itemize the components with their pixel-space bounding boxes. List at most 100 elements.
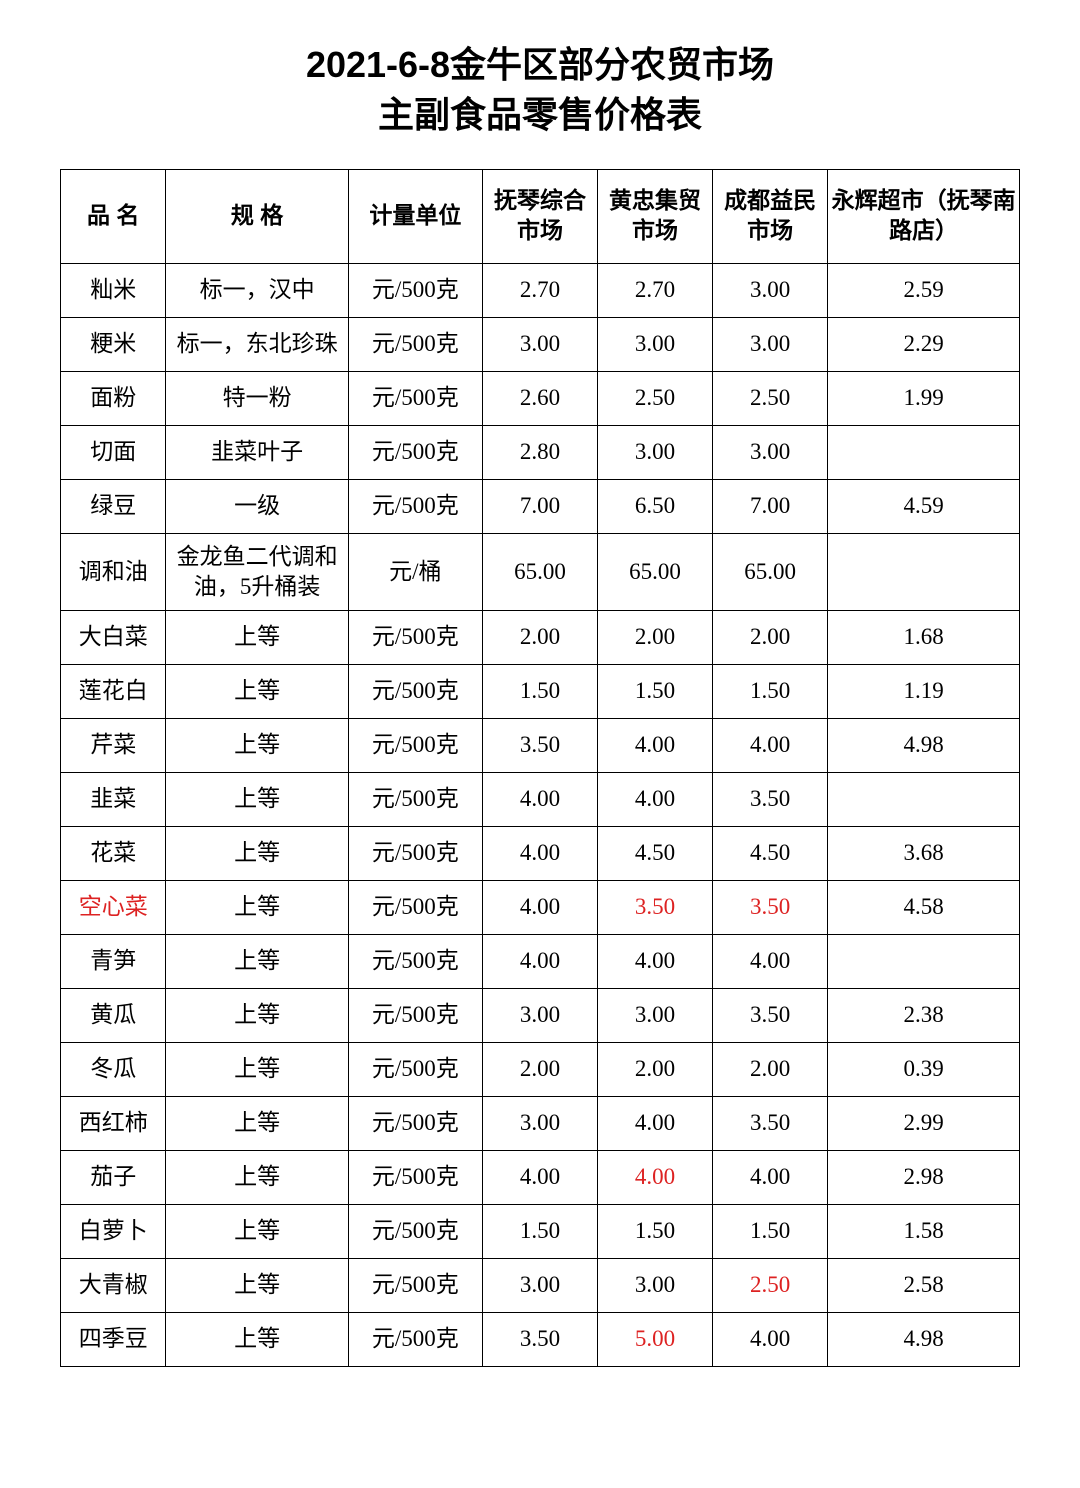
price-table: 品 名 规 格 计量单位 抚琴综合市场 黄忠集贸市场 成都益民市场 永辉超市（抚… [60,169,1020,1367]
cell-m4: 2.29 [828,317,1020,371]
table-row: 大青椒上等元/500克3.003.002.502.58 [61,1258,1020,1312]
cell-m1: 2.80 [482,425,597,479]
cell-m1: 3.00 [482,1096,597,1150]
cell-m3: 4.00 [713,934,828,988]
cell-m1: 65.00 [482,533,597,610]
table-row: 调和油金龙鱼二代调和油，5升桶装元/桶65.0065.0065.00 [61,533,1020,610]
cell-m2: 3.50 [598,880,713,934]
table-row: 冬瓜上等元/500克2.002.002.000.39 [61,1042,1020,1096]
cell-name: 面粉 [61,371,166,425]
cell-spec: 上等 [166,988,348,1042]
table-row: 莲花白上等元/500克1.501.501.501.19 [61,664,1020,718]
cell-unit: 元/桶 [348,533,482,610]
cell-spec: 上等 [166,1150,348,1204]
cell-unit: 元/500克 [348,1042,482,1096]
cell-spec: 上等 [166,934,348,988]
cell-m3: 3.50 [713,772,828,826]
cell-m4: 1.19 [828,664,1020,718]
table-row: 切面韭菜叶子元/500克2.803.003.00 [61,425,1020,479]
cell-m3: 1.50 [713,1204,828,1258]
table-row: 空心菜上等元/500克4.003.503.504.58 [61,880,1020,934]
cell-spec: 上等 [166,664,348,718]
cell-m1: 2.00 [482,1042,597,1096]
cell-m3: 1.50 [713,664,828,718]
col-spec: 规 格 [166,169,348,263]
cell-name: 籼米 [61,263,166,317]
cell-m4: 4.98 [828,1312,1020,1366]
cell-name: 调和油 [61,533,166,610]
table-row: 韭菜上等元/500克4.004.003.50 [61,772,1020,826]
table-row: 黄瓜上等元/500克3.003.003.502.38 [61,988,1020,1042]
cell-m3: 3.00 [713,425,828,479]
cell-m1: 2.60 [482,371,597,425]
cell-m3: 7.00 [713,479,828,533]
cell-unit: 元/500克 [348,371,482,425]
cell-m1: 4.00 [482,880,597,934]
cell-m1: 1.50 [482,1204,597,1258]
table-row: 青笋上等元/500克4.004.004.00 [61,934,1020,988]
cell-m4: 1.68 [828,610,1020,664]
cell-spec: 上等 [166,1204,348,1258]
cell-m1: 4.00 [482,772,597,826]
cell-m4: 4.59 [828,479,1020,533]
cell-m1: 7.00 [482,479,597,533]
cell-m2: 4.00 [598,1096,713,1150]
cell-spec: 金龙鱼二代调和油，5升桶装 [166,533,348,610]
cell-m1: 3.00 [482,1258,597,1312]
cell-m3: 2.00 [713,610,828,664]
cell-m3: 4.00 [713,718,828,772]
table-row: 花菜上等元/500克4.004.504.503.68 [61,826,1020,880]
cell-name: 芹菜 [61,718,166,772]
cell-unit: 元/500克 [348,317,482,371]
col-unit: 计量单位 [348,169,482,263]
cell-m1: 2.00 [482,610,597,664]
cell-unit: 元/500克 [348,1258,482,1312]
cell-m3: 65.00 [713,533,828,610]
cell-m2: 4.50 [598,826,713,880]
cell-m3: 4.00 [713,1312,828,1366]
cell-name: 大青椒 [61,1258,166,1312]
cell-spec: 上等 [166,1312,348,1366]
cell-m3: 3.50 [713,880,828,934]
cell-m4: 0.39 [828,1042,1020,1096]
table-row: 绿豆一级元/500克7.006.507.004.59 [61,479,1020,533]
cell-unit: 元/500克 [348,425,482,479]
cell-unit: 元/500克 [348,1312,482,1366]
table-row: 芹菜上等元/500克3.504.004.004.98 [61,718,1020,772]
cell-unit: 元/500克 [348,1096,482,1150]
cell-spec: 上等 [166,1096,348,1150]
cell-m1: 3.00 [482,988,597,1042]
title-line-1: 2021-6-8金牛区部分农贸市场 [60,40,1020,90]
col-market-3: 成都益民市场 [713,169,828,263]
cell-m4: 1.99 [828,371,1020,425]
cell-m1: 4.00 [482,934,597,988]
table-row: 白萝卜上等元/500克1.501.501.501.58 [61,1204,1020,1258]
cell-m2: 65.00 [598,533,713,610]
cell-m4: 4.98 [828,718,1020,772]
cell-m2: 2.50 [598,371,713,425]
cell-m4: 2.58 [828,1258,1020,1312]
cell-m4: 2.99 [828,1096,1020,1150]
cell-m4: 1.58 [828,1204,1020,1258]
table-row: 籼米标一，汉中元/500克2.702.703.002.59 [61,263,1020,317]
cell-unit: 元/500克 [348,718,482,772]
table-row: 茄子上等元/500克4.004.004.002.98 [61,1150,1020,1204]
col-market-1: 抚琴综合市场 [482,169,597,263]
cell-m3: 4.00 [713,1150,828,1204]
cell-unit: 元/500克 [348,934,482,988]
cell-m3: 4.50 [713,826,828,880]
cell-spec: 上等 [166,1258,348,1312]
cell-m4: 2.59 [828,263,1020,317]
cell-m1: 3.50 [482,718,597,772]
cell-name: 西红柿 [61,1096,166,1150]
cell-unit: 元/500克 [348,664,482,718]
cell-spec: 上等 [166,610,348,664]
cell-unit: 元/500克 [348,988,482,1042]
cell-unit: 元/500克 [348,826,482,880]
cell-m2: 3.00 [598,425,713,479]
cell-m1: 2.70 [482,263,597,317]
cell-m4 [828,934,1020,988]
cell-m3: 3.00 [713,317,828,371]
cell-spec: 上等 [166,880,348,934]
cell-unit: 元/500克 [348,610,482,664]
